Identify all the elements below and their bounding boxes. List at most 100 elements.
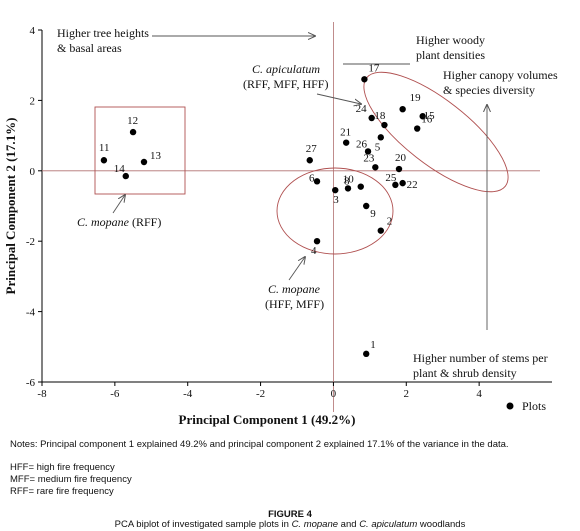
y-tick-label: -2 bbox=[26, 236, 35, 248]
c-mopane-hff-label: C. mopane bbox=[268, 282, 321, 296]
data-point bbox=[140, 158, 148, 166]
c-mopane-hff-groups-label: (HFF, MFF) bbox=[265, 297, 324, 311]
data-point-label: 25 bbox=[385, 172, 397, 184]
x-tick-label: -6 bbox=[110, 388, 120, 400]
abbreviations: HFF= high fire frequency MFF= medium fir… bbox=[10, 462, 570, 498]
data-point-label: 2 bbox=[387, 216, 393, 228]
data-point bbox=[344, 185, 352, 192]
y-tick-label: 4 bbox=[30, 25, 36, 37]
data-point-label: 20 bbox=[395, 152, 407, 164]
data-point-label: 5 bbox=[375, 141, 381, 153]
data-point bbox=[306, 157, 313, 164]
y-tick-label: 2 bbox=[30, 95, 36, 107]
data-point bbox=[372, 164, 379, 171]
data-point-label: 16 bbox=[421, 114, 433, 126]
data-point bbox=[377, 134, 384, 141]
data-point-label: 1 bbox=[370, 339, 376, 351]
data-point bbox=[381, 121, 388, 129]
y-tick-label: -4 bbox=[26, 307, 36, 319]
c-mopane-rff-label-groups: (RFF) bbox=[129, 215, 161, 229]
woody-densities-label-line2: plant densities bbox=[416, 48, 485, 62]
data-point bbox=[414, 125, 421, 132]
data-point-label: 9 bbox=[370, 208, 376, 220]
data-point bbox=[313, 238, 321, 245]
data-point-label: 4 bbox=[311, 245, 317, 257]
figure-caption: PCA biplot of investigated sample plots … bbox=[0, 519, 580, 530]
abbreviation-hff: HFF= high fire frequency bbox=[10, 462, 115, 473]
data-point bbox=[342, 139, 350, 146]
x-tick-label: -4 bbox=[183, 388, 193, 400]
c-mopane-hff-ellipse bbox=[276, 167, 394, 255]
caption-text-part: PCA biplot of investigated sample plots … bbox=[114, 519, 292, 530]
data-point-label: 12 bbox=[127, 115, 138, 127]
legend-label: Plots bbox=[522, 399, 546, 413]
data-point bbox=[100, 157, 108, 164]
data-point bbox=[361, 76, 368, 83]
data-point bbox=[377, 227, 384, 234]
x-tick-label: 4 bbox=[476, 388, 482, 400]
abbreviation-mff: MFF= medium fire frequency bbox=[10, 474, 132, 485]
stems-label-line1: Higher number of stems per bbox=[413, 351, 548, 365]
data-point-label: 27 bbox=[306, 143, 318, 155]
tree-heights-label-line1: Higher tree heights bbox=[57, 26, 149, 40]
c-apiculatum-arrow bbox=[316, 93, 361, 104]
data-point bbox=[363, 350, 370, 358]
caption-species-name: C. mopane bbox=[291, 519, 339, 530]
canopy-volumes-label-line2: & species diversity bbox=[443, 83, 535, 97]
y-tick-label: 0 bbox=[30, 166, 36, 178]
data-point bbox=[395, 165, 403, 173]
data-point bbox=[399, 106, 406, 113]
annotations: Plots Higher tree heights& basal areas Hig… bbox=[57, 26, 558, 413]
data-point bbox=[368, 114, 375, 122]
x-axis-title: Principal Component 1 (49.2%) bbox=[179, 412, 356, 427]
data-point bbox=[364, 148, 372, 155]
y-axis-title: Principal Component 2 (17.1%) bbox=[3, 118, 18, 295]
data-point-label: 26 bbox=[356, 138, 368, 150]
c-apiculatum-label: C. apiculatum bbox=[252, 62, 320, 76]
c-mopane-rff-arrow bbox=[112, 195, 125, 214]
abbreviation-rff: RFF= rare fire frequency bbox=[10, 486, 114, 497]
c-mopane-rff-label: C. mopane (RFF) bbox=[77, 215, 161, 229]
c-mopane-hff-label-species: C. mopane bbox=[268, 282, 321, 296]
data-point-label: 21 bbox=[340, 127, 351, 139]
c-apiculatum-groups-label: (RFF, MFF, HFF) bbox=[243, 77, 328, 91]
data-point-label: 17 bbox=[368, 62, 380, 74]
data-point bbox=[357, 183, 364, 190]
data-point bbox=[313, 178, 321, 185]
data-point-label: 6 bbox=[309, 172, 315, 184]
data-point bbox=[399, 179, 406, 187]
data-point-label: 14 bbox=[114, 163, 126, 175]
data-point-label: 22 bbox=[407, 179, 418, 191]
figure-label: FIGURE 4 bbox=[268, 509, 312, 520]
tree-heights-label-line2: & basal areas bbox=[57, 41, 122, 55]
data-point-label: 23 bbox=[363, 152, 375, 164]
data-point-label: 10 bbox=[343, 174, 355, 186]
data-point-label: 11 bbox=[99, 142, 110, 154]
notes-text: Notes: Principal component 1 explained 4… bbox=[10, 439, 509, 450]
stems-label-line2: plant & shrub density bbox=[413, 366, 517, 380]
data-point bbox=[332, 186, 339, 194]
data-point-label: 8 bbox=[344, 175, 350, 187]
data-point bbox=[129, 128, 137, 136]
data-point bbox=[122, 172, 129, 180]
data-point-label: 18 bbox=[374, 110, 386, 122]
data-point-label: 15 bbox=[424, 110, 436, 122]
caption-text-part: woodlands bbox=[417, 519, 466, 530]
x-tick-label: 0 bbox=[331, 388, 337, 400]
data-point-label: 13 bbox=[150, 150, 162, 162]
data-point bbox=[392, 181, 399, 189]
caption-text-part: and bbox=[338, 519, 360, 530]
data-point bbox=[363, 202, 370, 210]
data-point-label: 24 bbox=[356, 103, 368, 115]
data-point-label: 3 bbox=[333, 194, 339, 206]
y-tick-label: -6 bbox=[26, 377, 36, 389]
canopy-volumes-label-line1: Higher canopy volumes bbox=[443, 68, 558, 82]
c-mopane-rff-label-species: C. mopane bbox=[77, 215, 130, 229]
x-tick-label: -2 bbox=[256, 388, 265, 400]
c-mopane-hff-arrow bbox=[288, 257, 305, 281]
c-mopane-rff-box bbox=[94, 106, 186, 195]
x-tick-label: -8 bbox=[37, 388, 47, 400]
